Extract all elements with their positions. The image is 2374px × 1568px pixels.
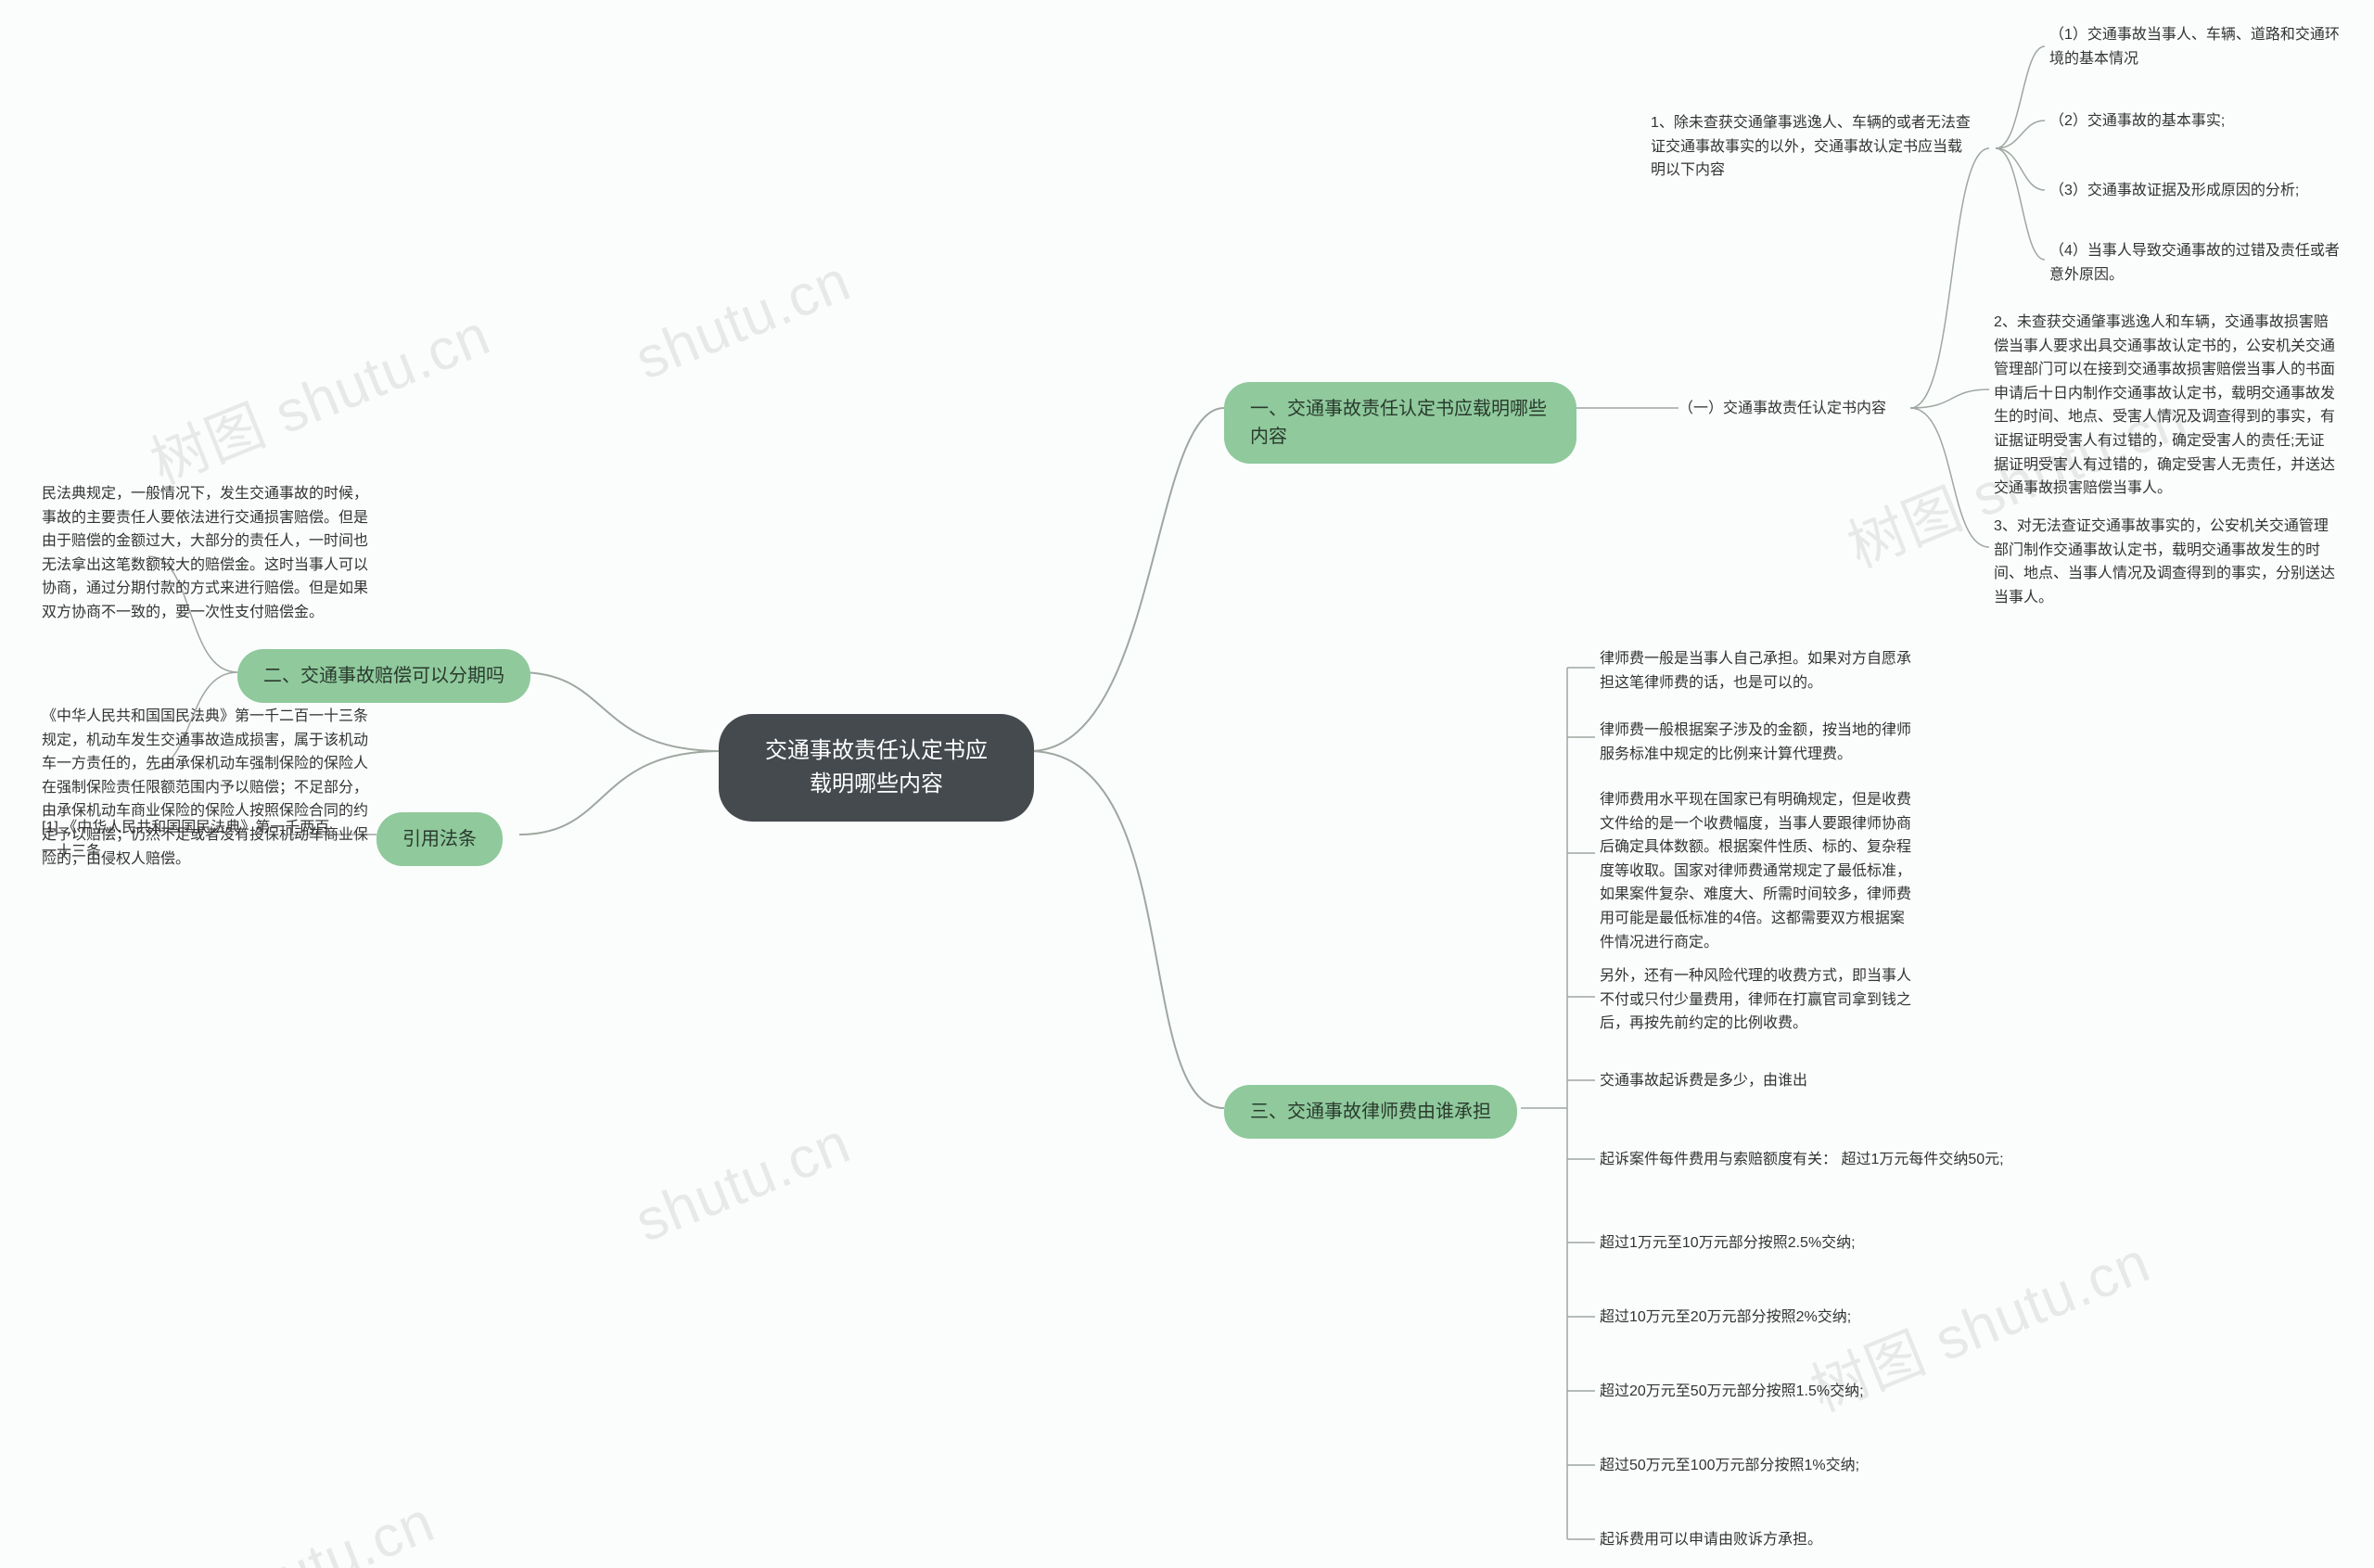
- branch-3-item-4: 交通事故起诉费是多少，由谁出: [1600, 1069, 1915, 1093]
- branch-1-item-3: 3、对无法查证交通事故事实的，公安机关交通管理部门制作交通事故认定书，载明交通事…: [1994, 515, 2337, 609]
- branch-2: 二、交通事故赔偿可以分期吗: [237, 649, 530, 703]
- branch-3-item-0-label: 律师费一般是当事人自己承担。如果对方自愿承担这笔律师费的话，也是可以的。: [1600, 647, 1915, 695]
- branch-1-item-1-sub-3: （3）交通事故证据及形成原因的分析;: [2049, 179, 2346, 203]
- branch-1-item-1-sub-1: （1）交通事故当事人、车辆、道路和交通环境的基本情况: [2049, 23, 2346, 70]
- branch-3-item-6-label: 超过1万元至10万元部分按照2.5%交纳;: [1600, 1231, 1856, 1256]
- branch-3: 三、交通事故律师费由谁承担: [1224, 1085, 1517, 1139]
- branch-1-item-3-label: 3、对无法查证交通事故事实的，公安机关交通管理部门制作交通事故认定书，载明交通事…: [1994, 515, 2337, 609]
- branch-3-item-10-label: 起诉费用可以申请由败诉方承担。: [1600, 1528, 1822, 1552]
- root-label: 交通事故责任认定书应载明哪些内容: [756, 734, 997, 801]
- branch-3-item-2-label: 律师费用水平现在国家已有明确规定，但是收费文件给的是一个收费幅度，当事人要跟律师…: [1600, 788, 1915, 954]
- branch-1-item-1-sub-4: （4）当事人导致交通事故的过错及责任或者意外原因。: [2049, 239, 2346, 287]
- branch-4-item-1-label: [1] 《中华人民共和国国民法典》第一千两百一十三条: [42, 816, 338, 863]
- branch-3-item-1: 律师费一般根据案子涉及的金额，按当地的律师服务标准中规定的比例来计算代理费。: [1600, 719, 1915, 766]
- branch-3-item-4-label: 交通事故起诉费是多少，由谁出: [1600, 1069, 1807, 1093]
- branch-2-item-1-label: 民法典规定，一般情况下，发生交通事故的时候，事故的主要责任人要依法进行交通损害赔…: [42, 482, 376, 625]
- watermark-text: shutu.cn: [627, 248, 860, 393]
- branch-3-item-7: 超过10万元至20万元部分按照2%交纳;: [1600, 1306, 1915, 1330]
- branch-1-mid: （一）交通事故责任认定书内容: [1678, 397, 1938, 421]
- branch-1-item-1: 1、除未查获交通肇事逃逸人、车辆的或者无法查证交通事故事实的以外，交通事故认定书…: [1651, 111, 1975, 183]
- watermark-text: 树图 shutu.cn: [136, 288, 500, 500]
- branch-3-item-1-label: 律师费一般根据案子涉及的金额，按当地的律师服务标准中规定的比例来计算代理费。: [1600, 719, 1915, 766]
- branch-4: 引用法条: [377, 812, 503, 866]
- branch-1: 一、交通事故责任认定书应载明哪些内容: [1224, 382, 1576, 464]
- branch-3-item-7-label: 超过10万元至20万元部分按照2%交纳;: [1600, 1306, 1851, 1330]
- branch-3-label: 三、交通事故律师费由谁承担: [1250, 1098, 1491, 1126]
- branch-3-item-10: 起诉费用可以申请由败诉方承担。: [1600, 1528, 1915, 1552]
- branch-2-item-1: 民法典规定，一般情况下，发生交通事故的时候，事故的主要责任人要依法进行交通损害赔…: [42, 482, 376, 625]
- branch-1-item-1-sub-2-label: （2）交通事故的基本事实;: [2049, 109, 2225, 134]
- branch-1-item-2: 2、未查获交通肇事逃逸人和车辆，交通事故损害赔偿当事人要求出具交通事故认定书的，…: [1994, 311, 2337, 501]
- branch-1-item-1-sub-1-label: （1）交通事故当事人、车辆、道路和交通环境的基本情况: [2049, 23, 2346, 70]
- branch-3-item-9-label: 超过50万元至100万元部分按照1%交纳;: [1600, 1454, 1859, 1478]
- branch-1-item-1-sub-4-label: （4）当事人导致交通事故的过错及责任或者意外原因。: [2049, 239, 2346, 287]
- branch-3-item-2: 律师费用水平现在国家已有明确规定，但是收费文件给的是一个收费幅度，当事人要跟律师…: [1600, 788, 1915, 954]
- branch-1-item-1-sub-2: （2）交通事故的基本事实;: [2049, 109, 2346, 134]
- branch-1-item-1-label: 1、除未查获交通肇事逃逸人、车辆的或者无法查证交通事故事实的以外，交通事故认定书…: [1651, 111, 1975, 183]
- branch-3-item-5: 起诉案件每件费用与索赔额度有关： 超过1万元每件交纳50元;: [1600, 1148, 2026, 1172]
- branch-3-item-3-label: 另外，还有一种风险代理的收费方式，即当事人不付或只付少量费用，律师在打赢官司拿到…: [1600, 964, 1915, 1036]
- branch-3-item-0: 律师费一般是当事人自己承担。如果对方自愿承担这笔律师费的话，也是可以的。: [1600, 647, 1915, 695]
- branch-4-item-1: [1] 《中华人民共和国国民法典》第一千两百一十三条: [42, 816, 338, 863]
- branch-1-label: 一、交通事故责任认定书应载明哪些内容: [1250, 395, 1551, 451]
- branch-4-label: 引用法条: [402, 825, 477, 853]
- branch-3-item-5-label: 起诉案件每件费用与索赔额度有关： 超过1万元每件交纳50元;: [1600, 1148, 2004, 1172]
- branch-2-label: 二、交通事故赔偿可以分期吗: [263, 662, 504, 690]
- branch-3-item-8-label: 超过20万元至50万元部分按照1.5%交纳;: [1600, 1380, 1864, 1404]
- branch-3-item-9: 超过50万元至100万元部分按照1%交纳;: [1600, 1454, 1915, 1478]
- branch-3-item-8: 超过20万元至50万元部分按照1.5%交纳;: [1600, 1380, 1915, 1404]
- branch-3-item-6: 超过1万元至10万元部分按照2.5%交纳;: [1600, 1231, 1915, 1256]
- branch-1-mid-label: （一）交通事故责任认定书内容: [1678, 397, 1886, 421]
- branch-3-item-3: 另外，还有一种风险代理的收费方式，即当事人不付或只付少量费用，律师在打赢官司拿到…: [1600, 964, 1915, 1036]
- root-node: 交通事故责任认定书应载明哪些内容: [719, 714, 1034, 822]
- watermark-text: shutu.cn: [627, 1110, 860, 1256]
- watermark-text: 树图 shutu.cn: [81, 1475, 444, 1568]
- branch-1-item-2-label: 2、未查获交通肇事逃逸人和车辆，交通事故损害赔偿当事人要求出具交通事故认定书的，…: [1994, 311, 2337, 501]
- branch-1-item-1-sub-3-label: （3）交通事故证据及形成原因的分析;: [2049, 179, 2299, 203]
